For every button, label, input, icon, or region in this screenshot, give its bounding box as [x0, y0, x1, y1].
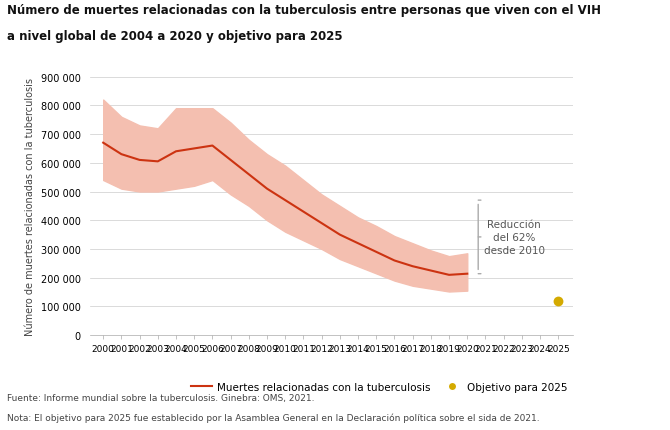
Text: Nota: El objetivo para 2025 fue establecido por la Asamblea General en la Declar: Nota: El objetivo para 2025 fue establec… — [7, 413, 539, 422]
Text: a nivel global de 2004 a 2020 y objetivo para 2025: a nivel global de 2004 a 2020 y objetivo… — [7, 30, 342, 43]
Text: Reducción
del 62%
desde 2010: Reducción del 62% desde 2010 — [484, 219, 545, 255]
Legend: Muertes relacionadas con la tuberculosis, Objetivo para 2025: Muertes relacionadas con la tuberculosis… — [191, 382, 567, 392]
Text: Fuente: Informe mundial sobre la tuberculosis. Ginebra: OMS, 2021.: Fuente: Informe mundial sobre la tubercu… — [7, 393, 314, 402]
Text: Número de muertes relacionadas con la tuberculosis entre personas que viven con : Número de muertes relacionadas con la tu… — [7, 4, 601, 17]
Point — [553, 298, 563, 304]
Y-axis label: Número de muertes relacionadas con la tuberculosis: Número de muertes relacionadas con la tu… — [25, 78, 35, 335]
